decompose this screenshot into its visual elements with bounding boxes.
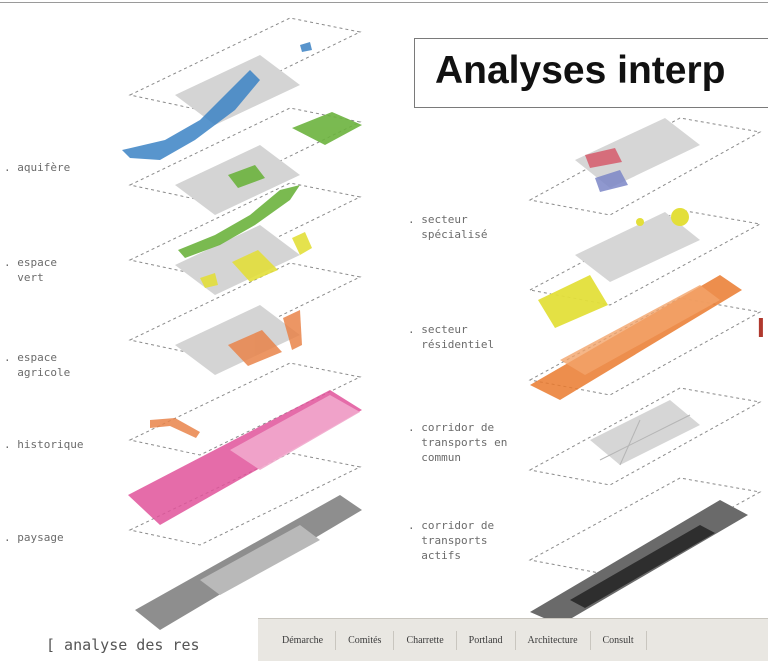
agricultural-spot xyxy=(200,273,218,288)
agricultural-block xyxy=(232,250,278,282)
residential-yellow-block xyxy=(538,275,608,328)
historic-strip xyxy=(283,310,302,350)
aquifer-river xyxy=(122,70,260,160)
left-layer-5-outline xyxy=(128,362,362,456)
label-landscape: . paysage xyxy=(4,531,64,544)
green-corridor xyxy=(178,185,300,258)
left-layer-2-outline xyxy=(128,107,362,201)
label-residential-sector: . secteur résidentiel xyxy=(408,323,495,351)
historic-block xyxy=(228,330,282,366)
landscape-layer-shapes xyxy=(128,390,362,525)
label-transit-corridor: . corridor de transports en commun xyxy=(408,421,508,464)
historic-layer-shapes xyxy=(150,310,302,438)
transit-line-2 xyxy=(619,419,641,466)
active-transport-photo xyxy=(530,500,748,625)
residential-layer-shapes xyxy=(530,275,742,400)
transit-layer-shapes xyxy=(599,414,691,466)
right-layer-5-outline xyxy=(528,477,762,576)
tab-consult[interactable]: Consult xyxy=(591,630,647,650)
nav-tab-bar: Démarche Comités Charrette Portland Arch… xyxy=(258,618,768,661)
agricultural-patch xyxy=(292,232,312,255)
label-agricultural: . espace agricole xyxy=(4,351,71,379)
grey-photo-highlight xyxy=(200,525,320,595)
landscape-band-light xyxy=(230,395,360,470)
left-layer-3-outline xyxy=(128,182,362,276)
label-active-corridor: . corridor de transports actifs xyxy=(408,519,495,562)
specialized-yellow-dot xyxy=(671,208,689,226)
label-aquifer: . aquifère xyxy=(4,161,71,174)
specialized-layer-shapes xyxy=(585,148,689,226)
tab-comites[interactable]: Comités xyxy=(336,630,395,650)
right-layer-4-outline xyxy=(528,387,762,486)
landscape-photo-layer xyxy=(135,495,362,630)
label-green-space: . espace vert xyxy=(4,256,57,284)
residential-orange-band-light xyxy=(560,285,720,375)
top-border-line xyxy=(0,2,768,3)
title-box: Analyses interp xyxy=(414,38,768,108)
right-layer-1-outline xyxy=(528,117,762,216)
right-sheet-3 xyxy=(590,400,700,465)
right-sheet-2 xyxy=(575,212,700,282)
tab-architecture[interactable]: Architecture xyxy=(516,630,591,650)
left-sheet-4 xyxy=(175,305,300,375)
bottom-caption: [ analyse des res xyxy=(46,636,200,654)
green-patch xyxy=(228,165,265,188)
right-layer-3-outline xyxy=(528,297,762,396)
aquifer-layer-shapes xyxy=(122,42,312,160)
green-block xyxy=(292,112,362,145)
left-layer-1-outline xyxy=(128,17,362,111)
tab-demarche[interactable]: Démarche xyxy=(270,630,337,650)
tab-portland[interactable]: Portland xyxy=(457,630,516,650)
page-title: Analyses interp xyxy=(435,49,726,92)
right-sheet-1 xyxy=(575,118,700,188)
label-historic: . historique xyxy=(4,438,84,451)
label-specialized-sector: . secteur spécialisé xyxy=(408,213,488,241)
agricultural-layer-shapes xyxy=(200,232,312,288)
left-layer-6-outline xyxy=(128,452,362,546)
historic-edge xyxy=(150,418,200,438)
tab-charrette[interactable]: Charrette xyxy=(394,630,457,650)
specialized-blue xyxy=(595,170,628,192)
dark-photo-stripe xyxy=(570,525,715,608)
right-grey-sheets xyxy=(575,118,700,465)
specialized-red xyxy=(585,148,622,168)
aquifer-spot xyxy=(300,42,312,52)
left-layer-stack xyxy=(128,17,362,546)
left-layer-4-outline xyxy=(128,262,362,356)
edge-red-glyph: I xyxy=(757,312,765,343)
green-space-layer-shapes xyxy=(178,112,362,258)
transit-line-1 xyxy=(599,414,691,461)
right-layer-stack xyxy=(528,117,762,576)
specialized-yellow-dot-2 xyxy=(636,218,644,226)
